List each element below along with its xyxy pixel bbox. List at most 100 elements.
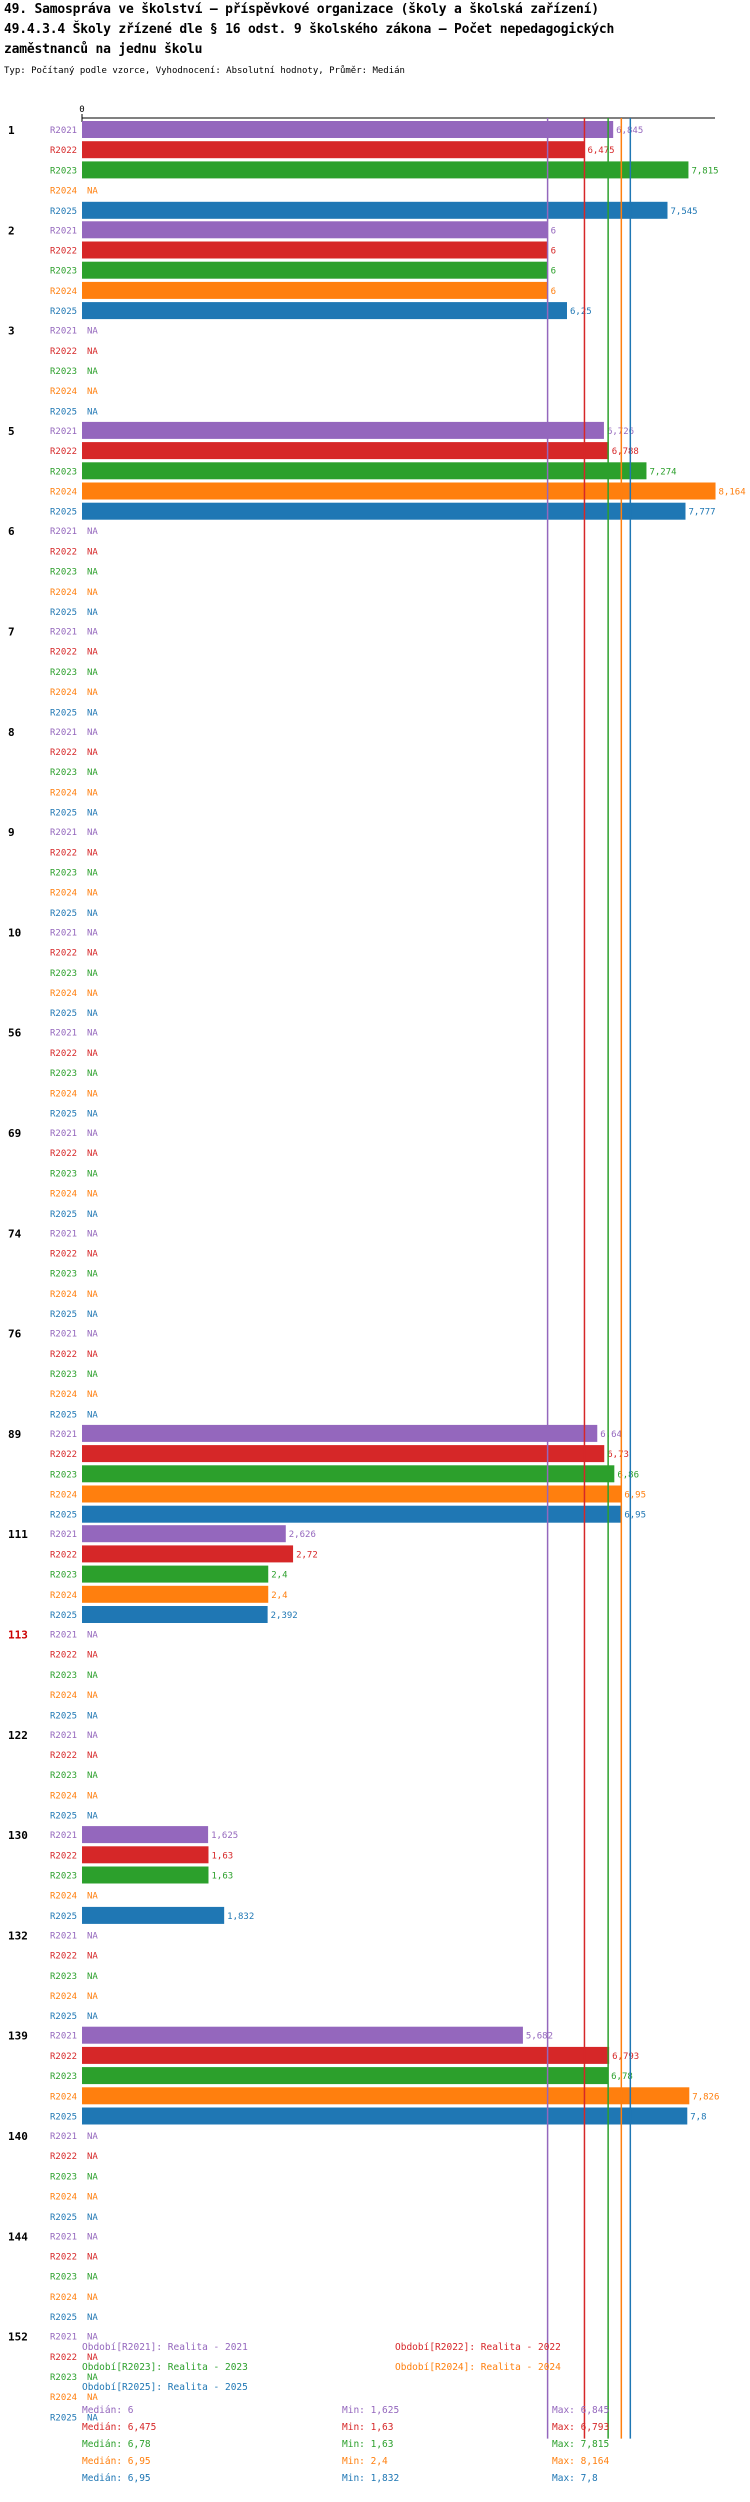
- series-row-label: R2021: [50, 527, 77, 537]
- group-label: 76: [8, 1328, 22, 1341]
- legend-max-R2024: Max: 8,164: [552, 2456, 610, 2467]
- data-label: 7,545: [670, 207, 697, 217]
- series-row-label: R2021: [50, 226, 77, 236]
- na-value-label: NA: [87, 547, 98, 557]
- series-row-label: R2022: [50, 848, 77, 858]
- na-value-label: NA: [87, 608, 98, 618]
- series-row-label: R2025: [50, 1812, 77, 1822]
- series-row-label: R2022: [50, 1751, 77, 1761]
- series-row-label: R2021: [50, 728, 77, 738]
- series-row-label: R2021: [50, 2032, 77, 2042]
- series-row-label: R2023: [50, 1771, 77, 1781]
- series-row-label: R2023: [50, 1571, 77, 1581]
- series-row-label: R2024: [50, 1190, 77, 1200]
- na-value-label: NA: [87, 1290, 98, 1300]
- data-label: 6,95: [624, 1491, 646, 1501]
- group-label: 140: [8, 2130, 28, 2143]
- na-value-label: NA: [87, 347, 98, 357]
- series-row-label: R2025: [50, 608, 77, 618]
- na-value-label: NA: [87, 788, 98, 798]
- na-value-label: NA: [87, 1129, 98, 1139]
- group-label: 132: [8, 1929, 28, 1942]
- legend-median-R2022: Medián: 6,475: [82, 2422, 157, 2433]
- bar: [82, 2067, 609, 2085]
- na-value-label: NA: [87, 2213, 98, 2223]
- bar: [82, 502, 686, 520]
- legend-entry-R2023: Období[R2023]: Realita - 2023: [82, 2362, 248, 2373]
- series-row-label: R2025: [50, 909, 77, 919]
- data-label: 5,682: [526, 2032, 553, 2042]
- na-value-label: NA: [87, 2373, 98, 2383]
- bar: [82, 1606, 268, 1623]
- legend-entry-R2022: Období[R2022]: Realita - 2022: [395, 2342, 561, 2353]
- series-row-label: R2025: [50, 1611, 77, 1621]
- series-row-label: R2021: [50, 1530, 77, 1540]
- series-row-label: R2023: [50, 1270, 77, 1280]
- bar: [82, 241, 548, 259]
- data-label: 1,832: [227, 1912, 254, 1922]
- series-row-label: R2023: [50, 367, 77, 377]
- data-label: 2,72: [296, 1550, 318, 1560]
- chart-title-line-1: 49. Samospráva ve školství – příspěvkové…: [4, 2, 599, 17]
- data-label: 2,4: [271, 1571, 287, 1581]
- series-row-label: R2022: [50, 1651, 77, 1661]
- na-value-label: NA: [87, 1812, 98, 1822]
- data-label: 6,475: [587, 146, 614, 156]
- group-label: 6: [8, 525, 15, 538]
- series-row-label: R2025: [50, 2413, 77, 2423]
- series-row-label: R2022: [50, 748, 77, 758]
- series-row-label: R2024: [50, 1491, 77, 1501]
- series-row-label: R2022: [50, 146, 77, 156]
- legend-median-R2025: Medián: 6,95: [82, 2473, 151, 2484]
- series-row-label: R2024: [50, 688, 77, 698]
- data-label: 1,63: [211, 1872, 233, 1882]
- series-row-label: R2024: [50, 1591, 77, 1601]
- series-row-label: R2024: [50, 387, 77, 397]
- na-value-label: NA: [87, 327, 98, 337]
- series-row-label: R2022: [50, 1952, 77, 1962]
- na-value-label: NA: [87, 2273, 98, 2283]
- na-value-label: NA: [87, 928, 98, 938]
- na-value-label: NA: [87, 728, 98, 738]
- series-row-label: R2025: [50, 708, 77, 718]
- na-value-label: NA: [87, 1691, 98, 1701]
- na-value-label: NA: [87, 2293, 98, 2303]
- series-row-label: R2022: [50, 1049, 77, 1059]
- na-value-label: NA: [87, 1049, 98, 1059]
- series-row-label: R2023: [50, 768, 77, 778]
- bar: [82, 2026, 523, 2044]
- data-label: 6: [551, 247, 556, 257]
- series-row-label: R2025: [50, 809, 77, 819]
- legend-max-R2022: Max: 6,793: [552, 2422, 610, 2433]
- series-row-label: R2023: [50, 1671, 77, 1681]
- bar: [82, 141, 585, 159]
- bar: [82, 482, 716, 500]
- series-row-label: R2023: [50, 2172, 77, 2182]
- na-value-label: NA: [87, 1731, 98, 1741]
- chart-subtitle: Typ: Počítaný podle vzorce, Vyhodnocení:…: [4, 66, 405, 76]
- na-value-label: NA: [87, 1651, 98, 1661]
- series-row-label: R2024: [50, 2393, 77, 2403]
- group-label: 69: [8, 1127, 21, 1140]
- data-label: 1,63: [211, 1851, 233, 1861]
- series-row-label: R2021: [50, 1129, 77, 1139]
- data-label: 7,826: [692, 2092, 719, 2102]
- series-row-label: R2021: [50, 1731, 77, 1741]
- bar: [82, 421, 604, 439]
- legend-max-R2023: Max: 7,815: [552, 2439, 610, 2450]
- legend-median-R2021: Medián: 6: [82, 2405, 134, 2416]
- series-row-label: R2021: [50, 2132, 77, 2142]
- bar: [82, 1424, 598, 1442]
- legend-entry-R2021: Období[R2021]: Realita - 2021: [82, 2342, 248, 2353]
- series-row-label: R2021: [50, 427, 77, 437]
- series-row-label: R2024: [50, 2293, 77, 2303]
- series-row-label: R2025: [50, 2213, 77, 2223]
- data-label: 6,25: [570, 307, 592, 317]
- series-row-label: R2022: [50, 447, 77, 457]
- group-label: 113: [8, 1629, 28, 1642]
- bar: [82, 1906, 225, 1924]
- series-row-label: R2021: [50, 828, 77, 838]
- series-row-label: R2022: [50, 547, 77, 557]
- bar: [82, 302, 567, 320]
